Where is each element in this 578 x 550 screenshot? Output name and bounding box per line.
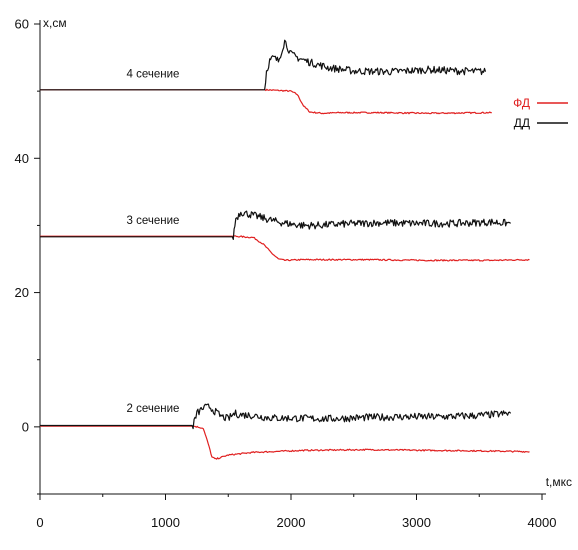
x-axis-label: t,мкс [546, 475, 572, 489]
x-tick-label: 1000 [151, 515, 180, 530]
section-label: 3 сечение [126, 215, 179, 227]
x-tick-label: 2000 [277, 515, 306, 530]
series-line-ДД-2 [40, 403, 512, 430]
x-tick-label: 3000 [402, 515, 431, 530]
series-ФД [40, 88, 530, 460]
y-tick-label: 40 [15, 151, 29, 166]
y-axis-label: x,см [43, 16, 67, 30]
axes: 0 20 40 60 0 1000 2000 3000 4000 x,см t,мкс [15, 16, 572, 530]
series-layer [40, 39, 530, 460]
legend: ФД ДД [513, 96, 568, 130]
y-tick-label: 0 [22, 419, 29, 434]
series-ДД [40, 39, 512, 430]
y-tick-label: 60 [15, 17, 29, 32]
annotation-layer: 4 сечение 3 сечение 2 сечение [126, 69, 179, 415]
legend-label: ДД [514, 116, 530, 130]
series-line-ФД-0 [40, 88, 492, 115]
legend-label: ФД [513, 96, 530, 110]
y-tick-label: 20 [15, 285, 29, 300]
series-line-ДД-1 [40, 210, 511, 240]
section-label: 2 сечение [126, 403, 179, 415]
x-tick-label: 0 [36, 515, 43, 530]
section-label: 4 сечение [126, 69, 179, 81]
x-tick-label: 4000 [528, 515, 557, 530]
series-line-ФД-2 [40, 425, 530, 460]
series-line-ФД-1 [40, 235, 530, 262]
series-line-ДД-0 [40, 39, 487, 91]
